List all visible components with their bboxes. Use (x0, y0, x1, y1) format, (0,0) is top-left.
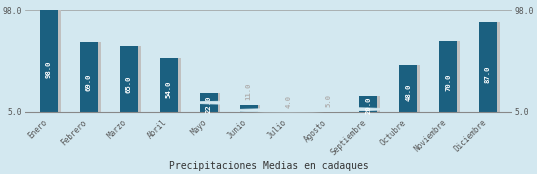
Bar (482, 22, 500, 112)
Bar (43, 10, 61, 112)
Circle shape (188, 101, 308, 104)
Bar (40, 10, 58, 112)
Bar (359, 96, 378, 112)
Text: 69.0: 69.0 (86, 74, 92, 91)
Text: 11.0: 11.0 (245, 83, 251, 100)
X-axis label: Precipitaciones Medias en cadaques: Precipitaciones Medias en cadaques (169, 161, 368, 171)
Bar (200, 93, 217, 112)
Bar (163, 58, 180, 112)
Text: 4.0: 4.0 (286, 95, 292, 108)
Bar (399, 65, 417, 112)
Text: 22.0: 22.0 (206, 95, 212, 113)
Bar (240, 105, 258, 112)
Bar (439, 41, 457, 112)
Text: 87.0: 87.0 (485, 66, 491, 83)
Bar (80, 42, 98, 112)
Circle shape (229, 109, 349, 112)
Text: 98.0: 98.0 (46, 61, 52, 78)
Bar (159, 58, 178, 112)
Bar (362, 96, 380, 112)
Bar (202, 93, 220, 112)
Text: 65.0: 65.0 (126, 76, 132, 93)
Bar (279, 112, 297, 113)
Text: 48.0: 48.0 (405, 84, 411, 101)
Bar (282, 112, 300, 113)
Text: 5.0: 5.0 (325, 94, 331, 107)
Circle shape (268, 108, 388, 111)
Text: 54.0: 54.0 (166, 81, 172, 98)
Bar (402, 65, 420, 112)
Text: 70.0: 70.0 (445, 73, 451, 91)
Bar (120, 46, 138, 112)
Text: 20.0: 20.0 (365, 96, 371, 114)
Bar (83, 42, 100, 112)
Bar (479, 22, 497, 112)
Bar (442, 41, 460, 112)
Bar (242, 105, 260, 112)
Bar (122, 46, 141, 112)
